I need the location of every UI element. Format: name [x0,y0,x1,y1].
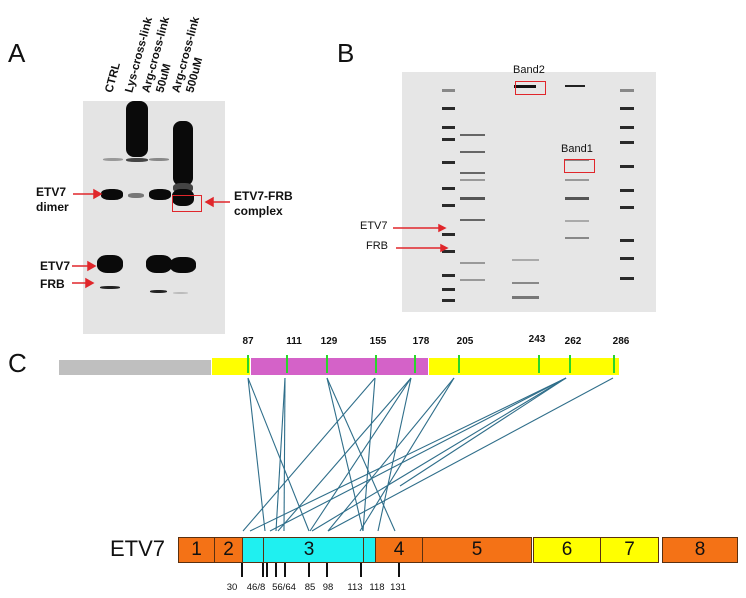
residue-label-87: 87 [242,336,254,347]
exon-4: 4 [375,537,423,563]
exon-3: 3 [242,537,376,563]
panel-c-letter: C [8,348,27,378]
label-complex-line2: complex [234,204,283,218]
residue-label-129: 129 [320,336,338,347]
label-etv7-frb-complex: ETV7-FRB complex [234,189,293,219]
exon-7: 7 [600,537,659,563]
residue-tick-131 [398,563,400,577]
exon-1: 1 [178,537,215,563]
label-frb: FRB [40,277,65,291]
residue-tick-30 [241,563,243,577]
label-etv7: ETV7 [40,259,71,273]
marker-155 [375,355,377,373]
panel-a-letter: A [8,38,26,68]
residue-label-243: 243 [528,334,546,345]
label-etv7-dimer-line1: ETV7 [36,185,67,199]
label-etv7-gel-b: ETV7 [360,220,388,232]
exon-6: 6 [533,537,601,563]
residue-tick-85 [308,563,310,577]
marker-129 [326,355,328,373]
marker-87 [247,355,249,373]
band2-highlight-box [515,81,546,95]
residue-label-131: 131 [390,582,406,593]
residue-label-178: 178 [412,336,430,347]
residue-tick-46 [262,563,264,577]
etv7-frb-complex-highlight-box [172,195,202,212]
residue-label-205: 205 [456,336,474,347]
residue-label-85: 85 [304,582,316,593]
exon-3-divider-left [263,537,264,563]
sds-page-gel [402,72,656,312]
construct-yellow-region-c [429,358,619,375]
marker-286 [613,355,615,373]
exon-2: 2 [214,537,243,563]
label-complex-line1: ETV7-FRB [234,189,293,203]
marker-111 [286,355,288,373]
construct-magenta-region [251,358,428,375]
residue-tick-64 [284,563,286,577]
label-frb-gel-b: FRB [366,240,388,252]
residue-label-113: 113 [347,582,363,593]
western-blot-gel [83,101,225,334]
etv7-construct-name: ETV7 [110,536,166,561]
residue-tick-98 [326,563,328,577]
label-etv7-dimer-line2: dimer [36,200,69,214]
residue-label-30: 30 [226,582,238,593]
marker-205 [458,355,460,373]
construct-gray-region [59,360,211,375]
label-etv7-dimer: ETV7 dimer [36,185,69,215]
residue-tick-113 [360,563,362,577]
residue-label-98: 98 [322,582,334,593]
residue-label-118: 118 [369,582,385,593]
label-band2: Band2 [513,64,545,76]
residue-label-286: 286 [612,336,630,347]
label-band1: Band1 [561,143,593,155]
residue-label-46-8: 46/8 [246,582,266,593]
residue-label-56-64: 56/64 [272,582,296,593]
residue-tick-48 [266,563,268,577]
panel-b-letter: B [337,38,355,68]
exon-8: 8 [662,537,738,563]
band1-highlight-box [564,159,595,173]
residue-label-111: 111 [286,336,302,347]
residue-tick-56 [275,563,277,577]
marker-178 [414,355,416,373]
residue-label-262: 262 [564,336,582,347]
marker-243 [538,355,540,373]
residue-label-155: 155 [369,336,387,347]
construct-yellow-region-n [212,358,250,375]
exon-3-divider-right [363,537,364,563]
exon-5: 5 [422,537,532,563]
marker-262 [569,355,571,373]
